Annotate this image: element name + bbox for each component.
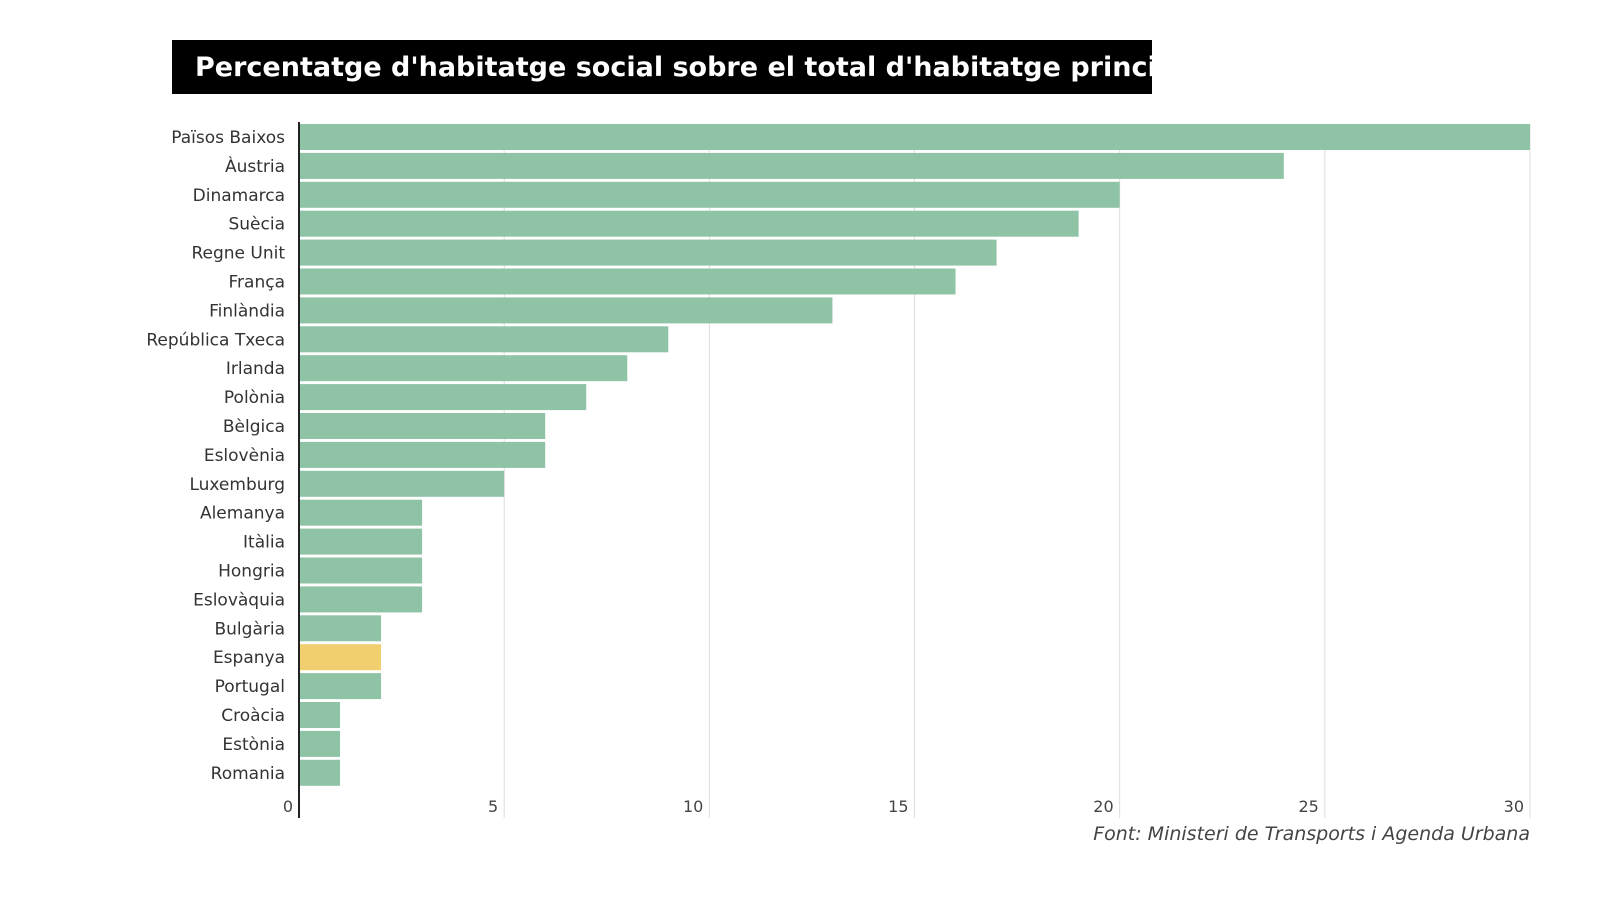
x-tick-label-5: 5 [488,797,498,816]
bar-10 [299,384,587,411]
category-label-19: Espanya [213,648,285,668]
bar-13 [299,470,505,497]
bar-20 [299,673,382,700]
bar-23 [299,759,341,786]
category-label-1: Països Baixos [171,128,285,148]
category-label-17: Eslovàquia [193,590,285,610]
category-label-4: Suècia [228,215,285,235]
category-label-2: Àustria [225,155,285,177]
bar-14 [299,499,423,526]
chart-title-box: Percentatge d'habitatge social sobre el … [172,40,1204,94]
category-label-13: Luxemburg [189,475,285,495]
category-label-22: Estònia [222,735,285,755]
bar-7 [299,297,833,324]
bar-3 [299,181,1120,208]
bar-2 [299,152,1284,179]
bar-21 [299,702,341,728]
category-label-15: Itàlia [243,533,285,553]
category-label-10: Polònia [224,388,285,408]
bar-8 [299,326,669,353]
category-label-14: Alemanya [200,504,285,524]
category-label-9: Irlanda [226,359,285,379]
bar-17 [299,586,423,613]
bar-22 [299,730,341,757]
bar-16 [299,557,423,584]
category-label-7: Finlàndia [209,301,285,321]
bar-15 [299,528,423,555]
bar-19 [299,644,382,671]
bar-12 [299,441,546,468]
bar-9 [299,355,628,382]
bar-11 [299,413,546,439]
category-label-20: Portugal [215,677,285,697]
category-label-3: Dinamarca [193,186,285,206]
x-tick-label-10: 10 [683,797,703,816]
bar-6 [299,268,956,295]
bar-1 [299,124,1530,150]
category-label-16: Hongria [218,562,285,582]
bar-18 [299,615,382,642]
category-label-21: Croàcia [221,706,285,726]
category-label-23: Romania [211,764,285,784]
source-note: Font: Ministeri de Transports i Agenda U… [1093,823,1530,845]
category-label-8: República Txeca [146,330,285,350]
bar-5 [299,239,997,266]
x-tick-label-25: 25 [1298,797,1318,816]
category-label-12: Eslovènia [204,446,285,466]
bar-4 [299,210,1079,237]
x-tick-label-20: 20 [1093,797,1113,816]
x-tick-label-0: 0 [283,797,293,816]
category-label-5: Regne Unit [191,244,285,264]
category-label-6: França [229,273,286,293]
chart-title: Percentatge d'habitatge social sobre el … [195,51,1204,83]
category-label-18: Bulgària [215,619,286,639]
x-tick-label-15: 15 [888,797,908,816]
x-tick-label-30: 30 [1504,797,1524,816]
category-label-11: Bèlgica [223,417,285,437]
